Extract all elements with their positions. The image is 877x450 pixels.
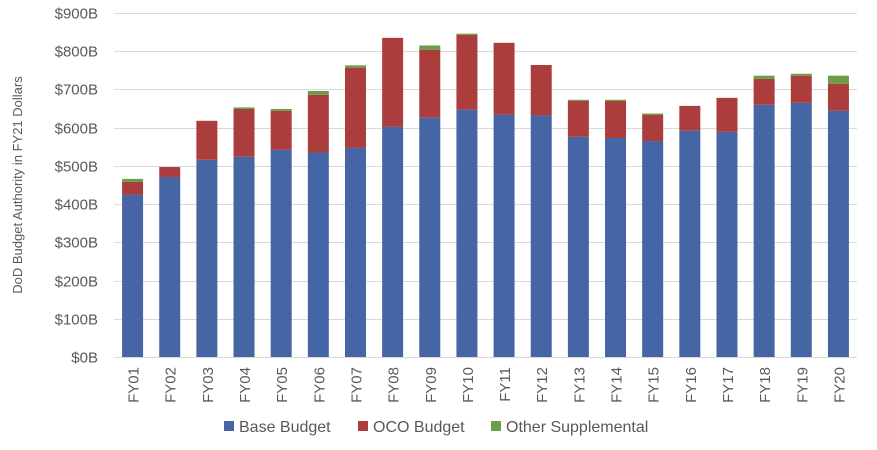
y-tick-label: $900B xyxy=(55,6,98,23)
bar-oco-budget-fy09 xyxy=(419,49,441,118)
bar-base-budget-fy13 xyxy=(567,136,589,357)
x-tick-label: FY13 xyxy=(571,367,588,403)
bar-other-supplemental-fy04 xyxy=(233,107,255,109)
bar-base-budget-fy20 xyxy=(827,110,849,357)
x-tick-label: FY06 xyxy=(311,367,328,403)
bar-oco-budget-fy17 xyxy=(716,97,738,132)
y-tick-label: $400B xyxy=(55,197,98,214)
legend-swatch xyxy=(358,421,368,431)
bar-other-supplemental-fy14 xyxy=(605,99,627,101)
bar-other-supplemental-fy05 xyxy=(270,108,292,111)
legend-swatch xyxy=(491,421,501,431)
y-tick-label: $500B xyxy=(55,159,98,176)
legend-label: OCO Budget xyxy=(373,419,465,436)
bar-base-budget-fy03 xyxy=(196,159,218,357)
bar-base-budget-fy17 xyxy=(716,131,738,357)
bar-oco-budget-fy07 xyxy=(344,67,366,148)
bar-other-supplemental-fy09 xyxy=(419,45,441,50)
bar-base-budget-fy09 xyxy=(419,117,441,358)
bar-base-budget-fy02 xyxy=(159,176,181,357)
bar-oco-budget-fy01 xyxy=(122,181,144,195)
x-tick-label: FY04 xyxy=(237,367,254,403)
legend: Base Budget OCO Budget Other Supplemental xyxy=(224,419,648,436)
bar-oco-budget-fy20 xyxy=(827,83,849,111)
x-tick-label: FY01 xyxy=(126,367,143,403)
legend-item-base-budget: Base Budget xyxy=(224,419,331,436)
bar-base-budget-fy10 xyxy=(456,109,478,357)
x-tick-label: FY05 xyxy=(274,367,291,403)
bar-oco-budget-fy15 xyxy=(642,114,664,142)
bar-oco-budget-fy08 xyxy=(382,37,404,127)
gridlines xyxy=(114,13,857,358)
bar-other-supplemental-fy06 xyxy=(307,90,329,95)
bar-base-budget-fy11 xyxy=(493,114,515,357)
x-tick-label: FY17 xyxy=(720,367,737,403)
bar-base-budget-fy18 xyxy=(753,104,775,357)
y-tick-label: $600B xyxy=(55,121,98,138)
x-tick-label: FY19 xyxy=(794,367,811,403)
bar-oco-budget-fy18 xyxy=(753,78,775,105)
x-tick-label: FY18 xyxy=(757,367,774,403)
bar-base-budget-fy19 xyxy=(790,102,812,357)
x-tick-label: FY09 xyxy=(423,367,440,403)
legend-item-other-supplemental: Other Supplemental xyxy=(491,419,648,436)
bar-oco-budget-fy16 xyxy=(679,105,701,131)
bar-other-supplemental-fy13 xyxy=(567,99,589,101)
bar-oco-budget-fy12 xyxy=(530,64,552,116)
x-tick-label: FY08 xyxy=(386,367,403,403)
y-tick-label: $0B xyxy=(71,350,98,367)
y-axis-tick-labels: $0B $100B $200B $300B $400B $500B $600B $700B $8… xyxy=(55,6,98,367)
y-tick-label: $100B xyxy=(55,312,98,329)
legend-label: Other Supplemental xyxy=(506,419,648,436)
x-tick-label: FY16 xyxy=(683,367,700,403)
y-axis-title: DoD Budget Authority in FY21 Dollars xyxy=(10,76,25,294)
bar-base-budget-fy05 xyxy=(270,149,292,357)
y-tick-label: $300B xyxy=(55,235,98,252)
bar-base-budget-fy07 xyxy=(344,147,366,357)
x-tick-label: FY20 xyxy=(831,367,848,403)
bars xyxy=(122,33,849,358)
x-tick-label: FY02 xyxy=(163,367,180,403)
bar-base-budget-fy15 xyxy=(642,141,664,357)
legend-item-oco-budget: OCO Budget xyxy=(358,419,465,436)
bar-base-budget-fy01 xyxy=(122,194,144,357)
y-tick-label: $700B xyxy=(55,82,98,99)
bar-oco-budget-fy14 xyxy=(605,100,627,138)
bar-oco-budget-fy05 xyxy=(270,110,292,150)
bar-oco-budget-fy04 xyxy=(233,108,255,157)
bar-base-budget-fy16 xyxy=(679,130,701,357)
bar-other-supplemental-fy10 xyxy=(456,33,478,35)
bar-oco-budget-fy03 xyxy=(196,120,218,160)
bar-base-budget-fy14 xyxy=(605,137,627,357)
bar-other-supplemental-fy01 xyxy=(122,178,144,182)
bar-oco-budget-fy11 xyxy=(493,42,515,115)
bar-other-supplemental-fy15 xyxy=(642,113,664,115)
bar-oco-budget-fy02 xyxy=(159,167,181,177)
x-tick-label: FY11 xyxy=(497,367,514,402)
x-tick-label: FY07 xyxy=(348,367,365,403)
bar-base-budget-fy06 xyxy=(307,152,329,357)
bar-base-budget-fy08 xyxy=(382,126,404,357)
bar-other-supplemental-fy20 xyxy=(827,75,849,84)
x-tick-label: FY10 xyxy=(460,367,477,403)
x-tick-label: FY03 xyxy=(200,367,217,403)
legend-label: Base Budget xyxy=(239,419,331,436)
x-axis-tick-labels: FY01 FY02 FY03 FY04 FY05 FY06 FY07 FY08 FY09 FY10… xyxy=(126,367,849,403)
bar-oco-budget-fy19 xyxy=(790,75,812,103)
bar-oco-budget-fy10 xyxy=(456,34,478,110)
bar-oco-budget-fy13 xyxy=(567,100,589,137)
bar-base-budget-fy04 xyxy=(233,156,255,357)
y-tick-label: $800B xyxy=(55,44,98,61)
x-tick-label: FY12 xyxy=(534,367,551,403)
bar-oco-budget-fy06 xyxy=(307,94,329,153)
y-tick-label: $200B xyxy=(55,274,98,291)
x-tick-label: FY14 xyxy=(609,367,626,403)
bar-other-supplemental-fy18 xyxy=(753,75,775,79)
bar-base-budget-fy12 xyxy=(530,115,552,358)
x-tick-label: FY15 xyxy=(646,367,663,403)
legend-swatch xyxy=(224,421,234,431)
bar-other-supplemental-fy19 xyxy=(790,73,812,76)
bar-other-supplemental-fy07 xyxy=(344,65,366,68)
